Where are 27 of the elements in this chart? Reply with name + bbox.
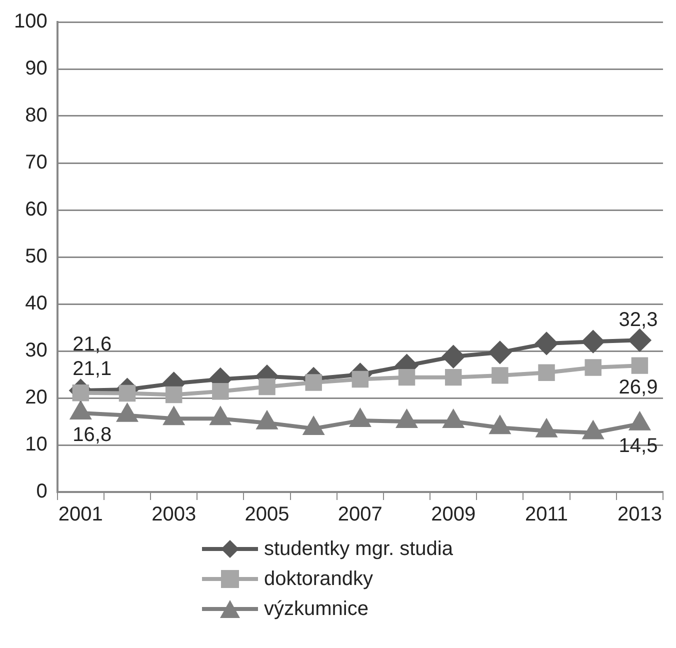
y-tick-label: 50	[25, 246, 48, 268]
legend-label: výzkumnice	[264, 598, 368, 620]
x-tick-label: 2013	[617, 504, 662, 526]
data-label: 32,3	[618, 309, 658, 332]
x-tick-label: 2003	[152, 504, 196, 526]
legend-label: doktorandky	[264, 568, 373, 590]
y-tick-label: 10	[25, 434, 48, 456]
data-label: 21,6	[72, 333, 112, 356]
y-tick-label: 100	[14, 10, 48, 33]
y-tick-label: 30	[25, 340, 48, 362]
y-tick-label: 0	[36, 480, 48, 503]
x-tick-label: 2007	[338, 504, 382, 526]
x-tick-label: 2011	[525, 504, 568, 526]
data-label: 21,1	[72, 358, 112, 380]
y-tick-label: 60	[25, 198, 48, 221]
y-tick-label: 90	[25, 58, 48, 80]
y-tick-label: 70	[25, 152, 48, 174]
data-label: 26,9	[618, 376, 658, 399]
y-tick-label: 80	[25, 104, 48, 127]
data-label: 16,8	[72, 424, 112, 446]
x-tick-label: 2001	[58, 504, 103, 526]
x-tick-label: 2009	[431, 504, 476, 526]
y-tick-label: 40	[25, 292, 48, 315]
data-label: 14,5	[618, 434, 658, 457]
legend-label: studentky mgr. studia	[264, 538, 453, 560]
x-tick-label: 2005	[244, 504, 290, 526]
y-tick-label: 20	[25, 386, 48, 409]
